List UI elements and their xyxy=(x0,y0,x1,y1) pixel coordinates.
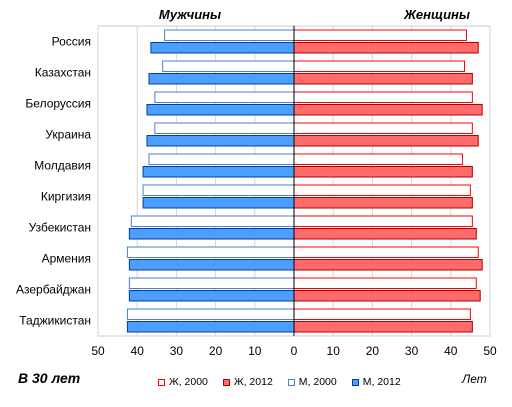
x-tick-label: 10 xyxy=(327,344,341,358)
bar xyxy=(293,277,477,289)
legend-label: Ж, 2012 xyxy=(233,376,273,388)
x-tick-label: 20 xyxy=(366,344,380,358)
bar xyxy=(293,197,473,209)
bar xyxy=(293,308,471,320)
category-label: Казахстан xyxy=(35,66,91,80)
x-tick-labels: 50 40 30 20 10 0 10 20 30 40 50 xyxy=(91,344,497,358)
bar xyxy=(293,184,471,196)
bar xyxy=(128,277,295,289)
bar xyxy=(154,122,295,134)
bar xyxy=(146,135,295,147)
bar xyxy=(293,259,483,271)
x-tick-label: 40 xyxy=(444,344,458,358)
x-tick-label: 30 xyxy=(170,344,184,358)
category-labels: Россия Казахстан Белоруссия Украина Молдавия… xyxy=(16,35,91,328)
x-tick-label: 40 xyxy=(131,344,145,358)
legend: Ж, 2000 Ж, 2012 М, 2000 М, 2012 xyxy=(158,376,416,388)
x-tick-label: 10 xyxy=(248,344,262,358)
bar xyxy=(293,29,467,41)
bar xyxy=(162,60,295,72)
bar xyxy=(293,166,473,178)
category-label: Украина xyxy=(45,128,91,142)
legend-label: М, 2012 xyxy=(362,376,401,388)
bar xyxy=(148,73,295,85)
bar xyxy=(293,228,477,240)
bar xyxy=(293,42,479,54)
bar xyxy=(154,91,295,103)
legend-item: Ж, 2012 xyxy=(222,376,273,388)
category-label: Азербайджан xyxy=(16,283,91,297)
category-label: Россия xyxy=(52,35,91,49)
bar xyxy=(293,73,473,85)
bar xyxy=(142,166,295,178)
legend-swatch xyxy=(222,378,230,386)
legend-label: Ж, 2000 xyxy=(169,376,208,388)
x-tick-label: 0 xyxy=(291,344,298,358)
legend-swatch xyxy=(287,378,295,386)
bar xyxy=(126,321,295,333)
category-label: Таджикистан xyxy=(19,314,91,328)
bar xyxy=(128,259,295,271)
bar xyxy=(128,228,295,240)
bars xyxy=(126,29,483,333)
x-tick-label: 20 xyxy=(209,344,223,358)
right-panel-title: Женщины xyxy=(403,7,470,22)
bar xyxy=(130,215,295,227)
bar xyxy=(293,104,483,116)
category-label: Узбекистан xyxy=(29,221,91,235)
bar xyxy=(293,215,473,227)
bar xyxy=(142,197,295,209)
x-tick-label: 30 xyxy=(405,344,419,358)
left-panel-title: Мужчины xyxy=(159,7,221,22)
bar xyxy=(293,135,479,147)
category-label: Киргизия xyxy=(41,190,91,204)
bar xyxy=(126,308,295,320)
bar xyxy=(293,290,481,302)
legend-label: М, 2000 xyxy=(298,376,337,388)
legend-swatch xyxy=(351,378,359,386)
unit-label: Лет xyxy=(462,372,487,386)
bar xyxy=(150,42,295,54)
bar xyxy=(293,246,479,258)
x-tick-label: 50 xyxy=(91,344,105,358)
bar xyxy=(293,60,466,72)
legend-item: М, 2000 xyxy=(287,376,337,388)
bar xyxy=(148,153,295,165)
category-label: Белоруссия xyxy=(25,97,91,111)
bar xyxy=(293,321,473,333)
bar xyxy=(128,290,295,302)
legend-item: М, 2012 xyxy=(351,376,401,388)
bar xyxy=(164,29,295,41)
bar xyxy=(293,153,464,165)
age-note: В 30 лет xyxy=(18,370,81,386)
bar xyxy=(293,91,473,103)
bar xyxy=(146,104,295,116)
bar xyxy=(142,184,295,196)
legend-item: Ж, 2000 xyxy=(158,376,208,388)
legend-swatch xyxy=(158,378,165,386)
bar xyxy=(293,122,473,134)
category-label: Армения xyxy=(42,252,91,266)
x-tick-label: 50 xyxy=(483,344,497,358)
bar xyxy=(126,246,295,258)
category-label: Молдавия xyxy=(34,159,91,173)
